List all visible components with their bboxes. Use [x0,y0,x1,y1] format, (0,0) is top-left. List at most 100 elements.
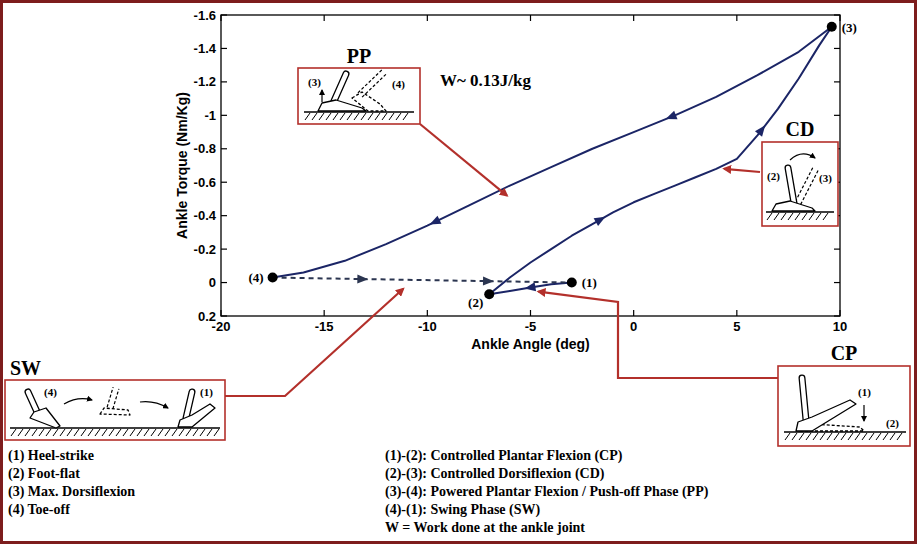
shank-outline [334,74,346,101]
inset-pointer [420,124,507,196]
x-tick-top [736,15,737,21]
shank-dashed [107,387,113,407]
direction-arrow [357,274,368,283]
y-tick [221,182,227,183]
phase-inset: (3) (4) PP [298,45,507,196]
x-tick [736,310,737,316]
inset-label: (4) [392,78,405,91]
ground-hatch [816,213,821,220]
y-tick [221,81,227,82]
ground-hatch [81,429,86,436]
y-tick-label: -1 [204,108,216,123]
ground-hatch [165,429,170,436]
phase-key: (1) Heel-strike(2) Foot-flat(3) Max. Dor… [8,448,709,535]
key-point-label: (1) [582,275,597,290]
y-tick-right [834,249,840,250]
ground-hatch [53,429,58,436]
foot [100,408,130,415]
ground-hatch [792,433,797,440]
ground-hatch [806,433,811,440]
figure: -20-15-10-505100.20-0.2-0.4-0.6-0.8-1-1.… [0,0,917,544]
ground-hatch [333,113,338,120]
inset-title: CD [786,118,815,140]
ground-hatch [137,429,142,436]
ground-hatch [774,213,779,220]
ground-hatch [305,113,310,120]
foot [796,400,856,431]
ground-hatch [326,113,331,120]
ground-hatch [67,429,72,436]
ground-hatch [200,429,205,436]
ground-hatch [158,429,163,436]
x-tick-top [633,15,634,21]
x-tick-top [324,15,325,21]
ground-hatch [890,433,895,440]
ground-hatch [396,113,401,120]
ground-hatch [827,433,832,440]
motion-arrow [64,399,92,404]
inset-box [762,142,838,226]
ground-hatch [389,113,394,120]
inset-label: (4) [44,386,57,399]
figure-frame [2,2,916,543]
ground-hatch [897,433,902,440]
ground-hatch [95,429,100,436]
ground-hatch [39,429,44,436]
ground-hatch [179,429,184,436]
event-label: (4) Toe-off [8,502,70,518]
shank-fill [788,168,794,203]
foot [30,408,60,428]
inset-box [5,380,225,440]
x-tick [633,310,634,316]
inset-label: (1) [200,386,213,399]
ground-hatch [109,429,114,436]
y-tick-right [834,48,840,49]
key-point-label: (3) [842,20,857,35]
ground-hatch [74,429,79,436]
inset-box [298,68,420,124]
ground-hatch [788,213,793,220]
direction-arrow [594,213,608,226]
inset-title: CP [831,342,858,364]
phase-label: (2)-(3): Controlled Dorsiflexion (CD) [385,466,605,482]
shank-dashed [358,70,382,93]
y-tick [221,249,227,250]
ground-hatch [799,433,804,440]
ground-hatch [319,113,324,120]
ground-hatch [116,429,121,436]
motion-arrow [790,154,815,160]
inset-pointer [724,169,760,172]
x-tick [220,310,221,316]
event-label: (1) Heel-strike [8,448,94,464]
plot-frame [221,15,840,316]
ground-hatch [312,113,317,120]
inset-title: PP [347,45,371,67]
inset-box [778,366,910,446]
x-tick-label: 10 [833,319,847,334]
ground-hatch [88,429,93,436]
y-tick-label: 0 [209,275,216,290]
key-point [268,273,278,283]
key-point-label: (2) [468,295,483,310]
x-tick [324,310,325,316]
ground-hatch [172,429,177,436]
motion-arrow [863,405,864,421]
x-tick-label: -10 [418,319,437,334]
direction-arrow [428,216,442,229]
foot [318,100,366,111]
y-tick [221,215,227,216]
ground-hatch [820,433,825,440]
phase-label: (1)-(2): Controlled Plantar Flexion (CP) [385,448,623,464]
ground-hatch [809,213,814,220]
inset-label: (3) [308,76,321,89]
ground-hatch [802,213,807,220]
phase-inset: (4)(1)SW [5,289,403,440]
y-tick-label: -0.4 [194,208,217,223]
ground-hatch [214,429,219,436]
ground-hatch [144,429,149,436]
ground-hatch [102,429,107,436]
ground-hatch [781,213,786,220]
ground-hatch [767,213,772,220]
shank-outline [186,392,192,418]
phase-label: (3)-(4): Powered Plantar Flexion / Push-… [385,484,709,500]
